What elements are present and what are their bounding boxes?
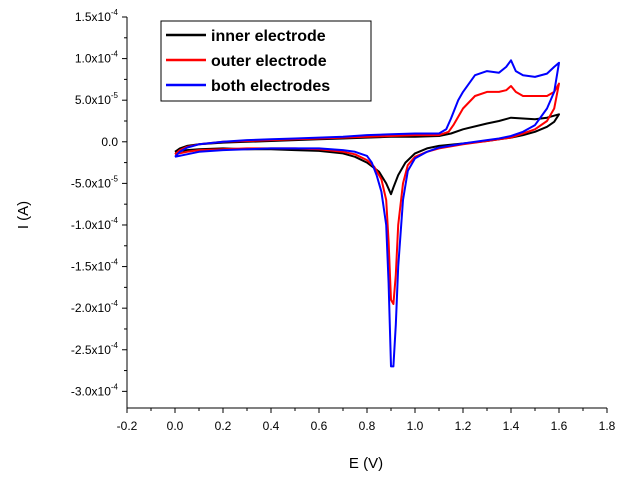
y-tick-label: -3.0x10-4 [71, 382, 119, 398]
plot-lines [174, 59, 560, 368]
y-tick-mantissa: 1.0x10 [75, 52, 111, 66]
legend-label: outer electrode [211, 53, 327, 70]
y-tick-exponent: -4 [111, 299, 119, 308]
legend-label: inner electrode [211, 28, 326, 45]
y-tick-mantissa: -5.0x10 [71, 176, 111, 190]
y-tick-mantissa: 5.0x10 [75, 93, 111, 107]
y-tick-label: 0.0 [101, 135, 118, 149]
y-tick-exponent: -4 [111, 50, 119, 59]
y-tick-exponent: -4 [111, 341, 119, 350]
x-tick-label: 1.8 [599, 419, 616, 433]
y-tick-mantissa: -3.0x10 [71, 384, 111, 398]
series-line-both-electrodes [174, 59, 560, 368]
y-tick-mantissa: -2.0x10 [71, 301, 111, 315]
y-tick-label: 5.0x10-5 [75, 91, 119, 107]
y-tick-mantissa: -2.5x10 [71, 343, 111, 357]
x-axis-title: E (V) [349, 455, 383, 472]
x-tick-label: 0.0 [167, 419, 184, 433]
legend-label: both electrodes [211, 78, 330, 95]
y-axis-title: I (A) [15, 201, 32, 229]
series-line-outer-electrode [174, 82, 560, 305]
y-tick-exponent: -4 [111, 8, 119, 17]
x-tick-label: 0.2 [215, 419, 232, 433]
y-tick-exponent: -4 [111, 258, 119, 267]
y-tick-exponent: -4 [111, 382, 119, 391]
y-tick-label: -1.0x10-4 [71, 216, 119, 232]
y-tick-exponent: -5 [111, 174, 119, 183]
y-tick-mantissa: 1.5x10 [75, 10, 111, 24]
x-tick-label: 0.8 [359, 419, 376, 433]
y-tick-exponent: -4 [111, 216, 119, 225]
x-tick-label: 0.4 [263, 419, 280, 433]
y-tick-label: -2.5x10-4 [71, 341, 119, 357]
y-tick-exponent: -5 [111, 91, 119, 100]
y-tick-label: -1.5x10-4 [71, 258, 119, 274]
y-tick-mantissa: 0.0 [101, 135, 118, 149]
y-tick-label: -5.0x10-5 [71, 174, 119, 190]
x-tick-label: 1.2 [455, 419, 472, 433]
y-tick-label: 1.5x10-4 [75, 8, 119, 24]
y-tick-mantissa: -1.5x10 [71, 260, 111, 274]
y-tick-label: 1.0x10-4 [75, 50, 119, 66]
x-tick-label: 1.4 [503, 419, 520, 433]
axes: -0.2 0.0 0.2 0.4 0.6 0.8 1.0 1.2 1.4 1.6 1.8 1.5x10… [71, 8, 616, 433]
x-tick-label: 0.6 [311, 419, 328, 433]
y-tick-mantissa: -1.0x10 [71, 218, 111, 232]
x-tick-label: -0.2 [117, 419, 138, 433]
x-tick-label: 1.6 [551, 419, 568, 433]
legend: inner electrode outer electrode both elect… [160, 20, 372, 102]
x-tick-label: 1.0 [407, 419, 424, 433]
series-line-inner-electrode [174, 113, 560, 196]
y-tick-label: -2.0x10-4 [71, 299, 119, 315]
